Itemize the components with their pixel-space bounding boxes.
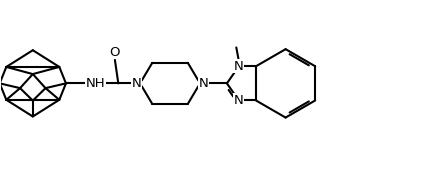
Text: N: N [199, 77, 208, 90]
Text: O: O [110, 46, 120, 59]
Text: N: N [234, 60, 244, 73]
Text: NH: NH [86, 77, 106, 90]
Text: N: N [234, 94, 244, 107]
Text: N: N [132, 77, 142, 90]
